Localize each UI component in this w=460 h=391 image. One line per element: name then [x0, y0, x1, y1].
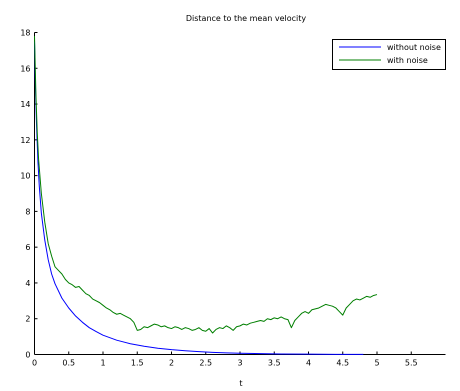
- legend-label-with-noise: with noise: [387, 56, 428, 65]
- x-tick-label: 5.5: [405, 359, 418, 368]
- legend: without noise with noise: [332, 39, 446, 70]
- chart-title: Distance to the mean velocity: [186, 14, 307, 23]
- y-tick-label: 10: [20, 172, 30, 181]
- x-tick-label: 0.5: [62, 359, 75, 368]
- y-tick-label: 14: [20, 100, 30, 109]
- y-tick-label: 8: [25, 207, 30, 216]
- x-tick-label: 1: [100, 359, 105, 368]
- x-tick-label: 4: [306, 359, 311, 368]
- x-tick-label: 2: [169, 359, 174, 368]
- series-layer: [34, 36, 378, 355]
- legend-label-without-noise: without noise: [387, 43, 441, 52]
- x-tick-label: 3.5: [268, 359, 281, 368]
- plot-area: [34, 32, 446, 355]
- x-tick-label: 2.5: [199, 359, 212, 368]
- y-tick-label: 0: [25, 351, 30, 360]
- series-line-with-noise: [34, 36, 378, 334]
- y-tick-label: 16: [20, 64, 30, 73]
- y-tick-label: 4: [25, 279, 30, 288]
- y-tick-label: 18: [20, 29, 30, 38]
- x-tick-label: 5: [374, 359, 379, 368]
- y-tick-label: 6: [25, 243, 30, 252]
- x-tick-label: 4.5: [336, 359, 349, 368]
- x-tick-label: 3: [237, 359, 242, 368]
- y-tick-label: 2: [25, 315, 30, 324]
- y-tick-label: 12: [20, 136, 30, 145]
- series-line-without-noise: [34, 41, 364, 355]
- x-axis-label: t: [239, 379, 242, 387]
- x-tick-label: 1.5: [131, 359, 144, 368]
- legend-box: [332, 39, 446, 70]
- x-tick-label: 0: [32, 359, 37, 368]
- axes: 0 0.5 1 1.5 2 2.5 3 3.5 4 4.5 5 5.5 0 2 4 6 8 10 12 14 16 18: [20, 29, 446, 368]
